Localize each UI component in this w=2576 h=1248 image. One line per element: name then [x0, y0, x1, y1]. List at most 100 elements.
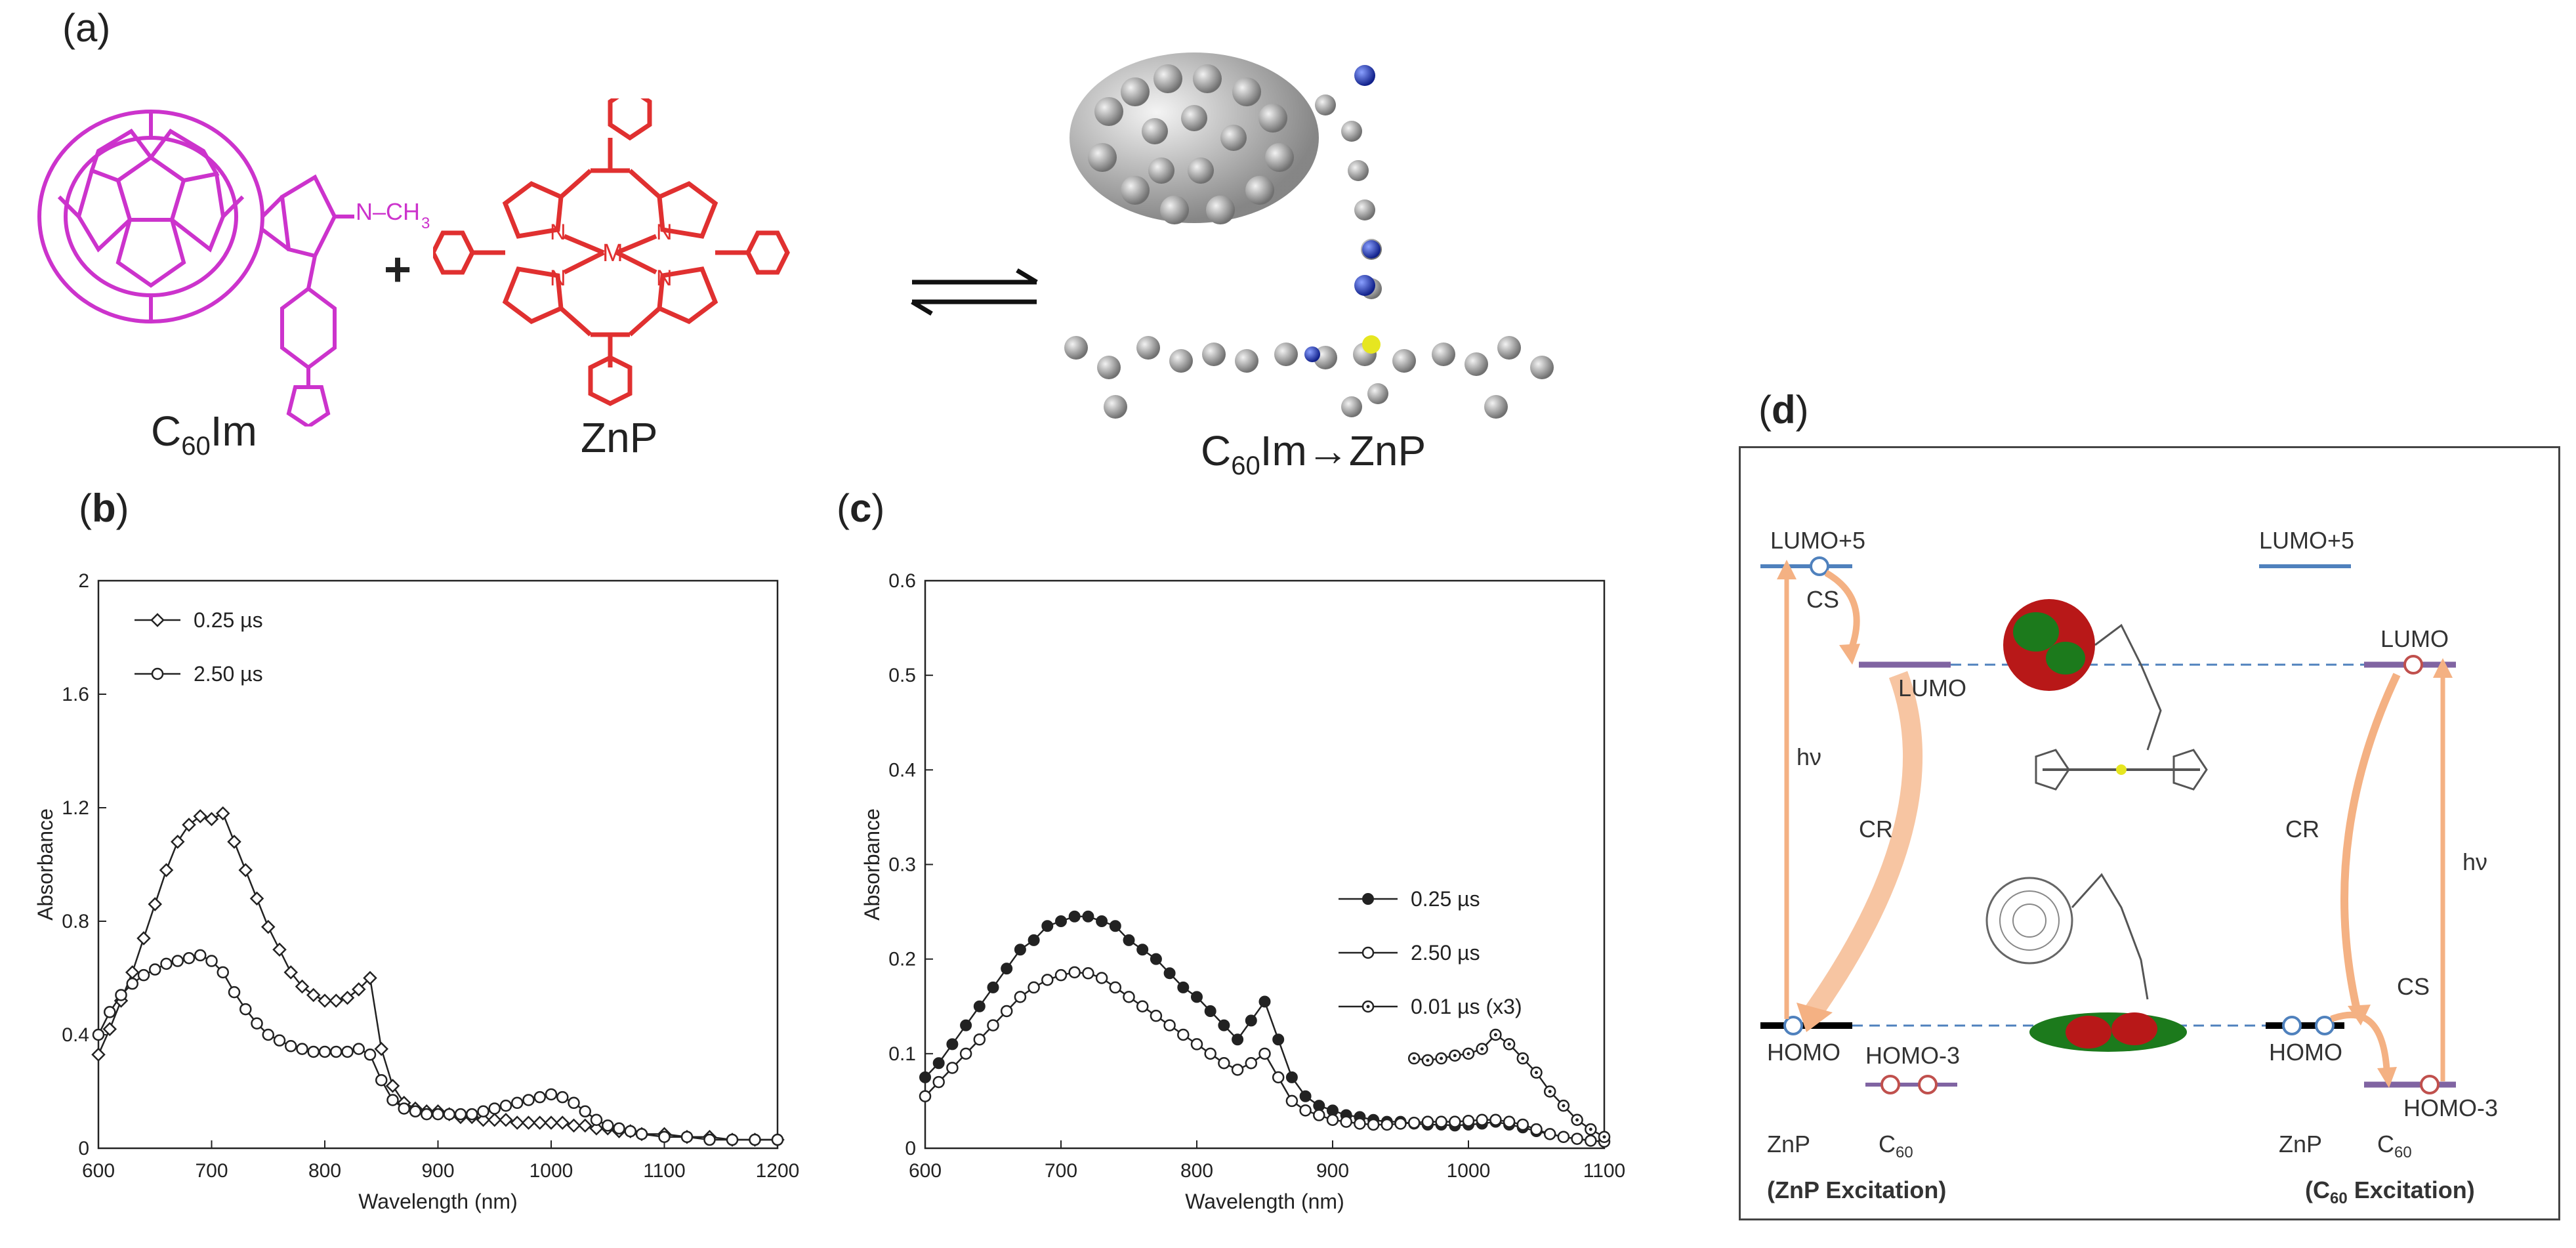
data-point	[1421, 1115, 1434, 1128]
metal-label: M	[602, 239, 623, 267]
legend-label: 0.25 µs	[1411, 887, 1480, 911]
data-point	[613, 1122, 625, 1134]
data-point	[318, 993, 332, 1008]
data-point	[466, 1108, 478, 1121]
x-axis-label: Wavelength (nm)	[1185, 1190, 1344, 1213]
data-point	[215, 806, 230, 821]
data-point	[386, 1094, 399, 1106]
y-tick-label: 2	[78, 570, 89, 592]
data-point	[239, 1003, 252, 1016]
data-point	[635, 1128, 648, 1140]
panel-a-label: (a)	[62, 6, 111, 50]
data-point	[409, 1105, 422, 1118]
data-point	[1218, 1057, 1230, 1070]
data-point	[771, 1133, 784, 1146]
c60-left-label: C60	[1879, 1131, 1913, 1162]
energy-diagram-graphics	[1760, 556, 2456, 1094]
data-point	[1435, 1115, 1447, 1128]
znp-label: ZnP	[581, 414, 658, 461]
data-point	[1041, 974, 1054, 986]
data-point-dot	[1602, 1135, 1606, 1139]
c60-right-label: C60	[2377, 1131, 2412, 1162]
data-point	[363, 970, 377, 986]
data-point	[1557, 1131, 1570, 1143]
data-point	[1028, 934, 1040, 946]
data-point	[1245, 1014, 1257, 1027]
complex-label: C60Im→ZnP	[1201, 427, 1426, 480]
data-point	[1489, 1113, 1502, 1126]
y-tick-label: 0.3	[888, 854, 916, 876]
y-tick-label: 0.2	[888, 949, 916, 970]
y-tick-label: 1.2	[62, 797, 89, 819]
data-point-dot	[1562, 1104, 1566, 1108]
data-point	[182, 818, 196, 832]
data-point	[1082, 910, 1094, 923]
data-point	[566, 1118, 581, 1133]
data-point	[306, 988, 321, 1003]
legend-label: 0.01 µs (x3)	[1411, 995, 1522, 1018]
data-point	[125, 965, 140, 980]
lumo5-left-label: LUMO+5	[1770, 527, 1866, 554]
c60im-molecule: N–CH 3	[37, 110, 430, 426]
data-point	[205, 955, 218, 967]
data-point	[1177, 1028, 1190, 1041]
data-point	[454, 1108, 467, 1121]
data-point	[477, 1105, 489, 1118]
x-axis-label: Wavelength (nm)	[358, 1190, 517, 1213]
data-point	[579, 1105, 591, 1118]
data-point	[1232, 1033, 1244, 1046]
data-point	[272, 942, 287, 957]
data-point	[283, 965, 299, 980]
data-point	[115, 989, 127, 1001]
data-point	[1462, 1114, 1475, 1127]
data-point	[1516, 1118, 1529, 1131]
x-tick-label: 900	[421, 1160, 454, 1182]
data-point	[330, 1045, 343, 1058]
y-tick-label: 1.6	[62, 684, 89, 705]
chart-b: 600 700 800 900 1000 1100 1200 0 0.4 0.8 1.2 1.6 2 Wa…	[33, 570, 799, 1213]
data-point	[398, 1102, 410, 1115]
data-point-dot	[1440, 1056, 1444, 1060]
plot-frame	[924, 579, 1606, 1150]
lumo-right-label: LUMO	[2380, 625, 2449, 652]
series-0	[91, 806, 785, 1147]
data-point	[1272, 1033, 1285, 1046]
caption-left: (ZnP Excitation)	[1767, 1176, 1947, 1203]
data-point	[227, 835, 241, 849]
data-point	[421, 1108, 433, 1121]
data-point	[1313, 1109, 1325, 1121]
series-0	[919, 910, 1610, 1148]
data-point	[533, 1091, 546, 1104]
n-label-1: N	[550, 220, 566, 245]
data-point	[182, 951, 196, 965]
data-point	[555, 1115, 570, 1130]
data-point	[521, 1115, 536, 1130]
data-point	[1150, 953, 1162, 965]
chart-c: 600 700 800 900 1000 1100 0 0.1 0.2 0.3 0.4 0.5 0.6 W…	[860, 570, 1625, 1213]
x-tick-label: 900	[1316, 1160, 1349, 1182]
data-point-dot	[1480, 1047, 1484, 1051]
y-tick-label: 0	[78, 1138, 89, 1159]
data-point	[1191, 991, 1203, 1003]
data-point	[1068, 966, 1081, 979]
data-point	[577, 1118, 592, 1133]
legend-marker	[1361, 946, 1375, 959]
data-point	[375, 1073, 388, 1087]
data-point	[1109, 920, 1121, 932]
data-point	[749, 1133, 761, 1146]
data-point	[1001, 963, 1013, 975]
data-point	[296, 1043, 308, 1055]
data-point-dot	[1426, 1058, 1430, 1062]
data-point	[273, 1034, 286, 1047]
data-point	[385, 1079, 400, 1093]
data-point	[1190, 1038, 1203, 1050]
data-point	[1041, 920, 1054, 932]
data-point-dot	[1453, 1054, 1457, 1058]
data-point	[1530, 1123, 1543, 1136]
nch3-sub: 3	[421, 215, 430, 232]
data-point-dot	[1466, 1052, 1470, 1056]
data-point	[511, 1096, 524, 1110]
data-point	[1407, 1116, 1421, 1129]
data-point	[1476, 1113, 1488, 1126]
lumo5-right-label: LUMO+5	[2259, 527, 2355, 554]
